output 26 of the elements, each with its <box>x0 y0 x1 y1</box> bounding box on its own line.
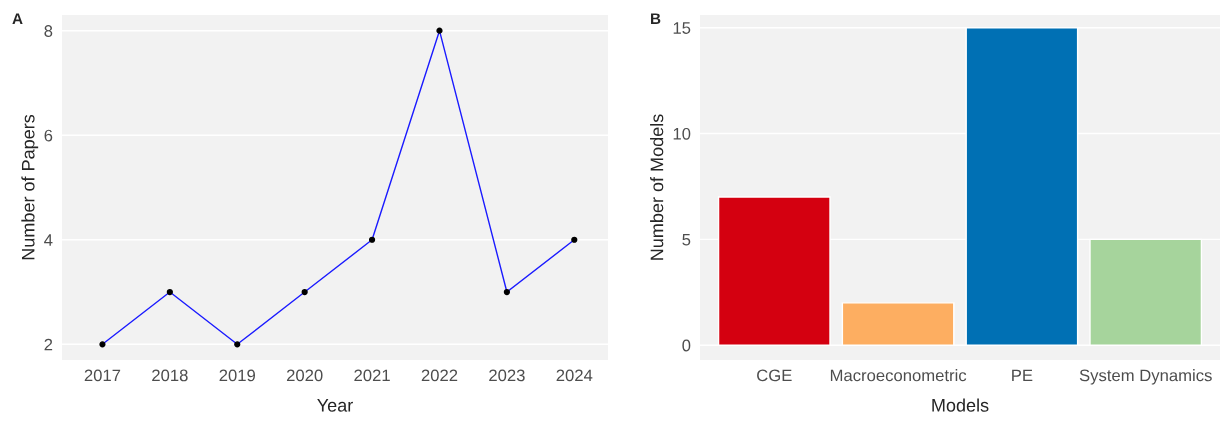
y-tick-label: 0 <box>682 339 691 352</box>
x-tick-label: CGE <box>757 369 792 382</box>
x-tick-label: Macroeconometric <box>830 369 967 382</box>
y-axis-title: Number of Papers <box>21 114 39 260</box>
x-tick-label: 2024 <box>556 369 593 382</box>
x-tick-label: System Dynamics <box>1079 369 1212 385</box>
x-tick-label: 2023 <box>489 369 525 382</box>
y-tick-label: 2 <box>44 338 53 351</box>
y-tick-label: 8 <box>44 25 53 37</box>
y-tick-label: 4 <box>44 234 53 246</box>
x-tick-label: 2017 <box>84 369 121 382</box>
y-tick-label: 5 <box>682 233 691 246</box>
x-tick-label: 2022 <box>421 369 458 382</box>
x-axis-title: Year <box>317 399 353 412</box>
y-tick-label: 10 <box>673 127 691 140</box>
y-tick-label: 6 <box>44 129 53 142</box>
y-axis-title: Number of Models <box>650 114 664 260</box>
x-tick-label: 2019 <box>219 369 256 382</box>
x-tick-label: 2021 <box>354 369 390 382</box>
x-tick-label: 2020 <box>286 369 323 382</box>
chart-title: A <box>12 13 23 24</box>
y-tick-label: 15 <box>673 22 691 34</box>
chart-title: B <box>651 13 661 24</box>
x-tick-label: PE <box>1012 369 1033 382</box>
x-axis-title: Models <box>932 398 989 412</box>
x-tick-label: 2018 <box>152 369 188 382</box>
